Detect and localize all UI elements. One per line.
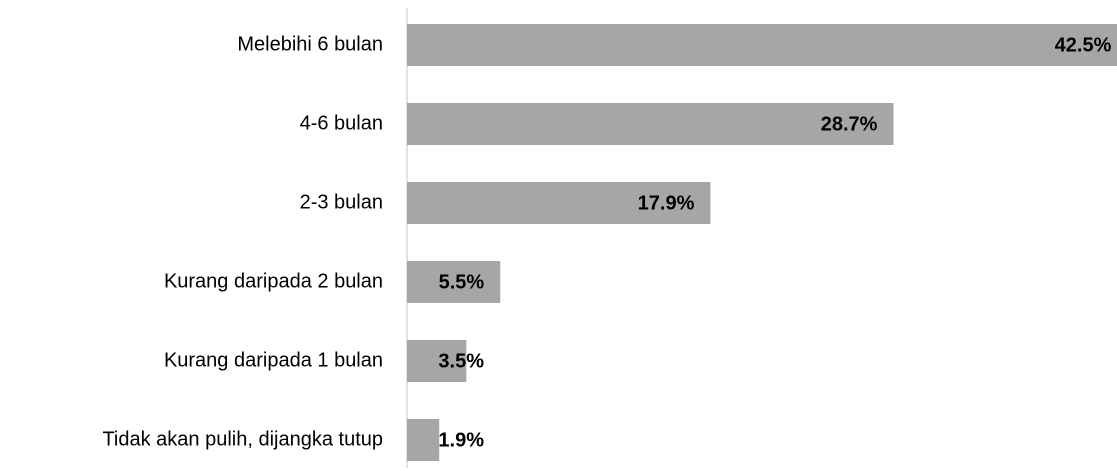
- category-label: Kurang daripada 1 bulan: [164, 349, 383, 371]
- category-label: 2-3 bulan: [300, 191, 383, 213]
- category-label: Kurang daripada 2 bulan: [164, 270, 383, 292]
- value-label: 3.5%: [438, 350, 484, 372]
- value-label: 28.7%: [821, 113, 878, 135]
- category-label: Tidak akan pulih, dijangka tutup: [102, 428, 383, 450]
- category-label: Melebihi 6 bulan: [237, 33, 383, 55]
- bar: [407, 103, 894, 145]
- category-label: 4-6 bulan: [300, 112, 383, 134]
- bar: [407, 340, 467, 382]
- value-label: 17.9%: [638, 192, 695, 214]
- value-label: 42.5%: [1055, 34, 1112, 56]
- bar: [407, 419, 440, 461]
- bar: [407, 261, 501, 303]
- bar: [407, 182, 711, 224]
- bar: [407, 24, 1117, 66]
- value-label: 1.9%: [438, 429, 484, 451]
- value-label: 5.5%: [439, 271, 485, 293]
